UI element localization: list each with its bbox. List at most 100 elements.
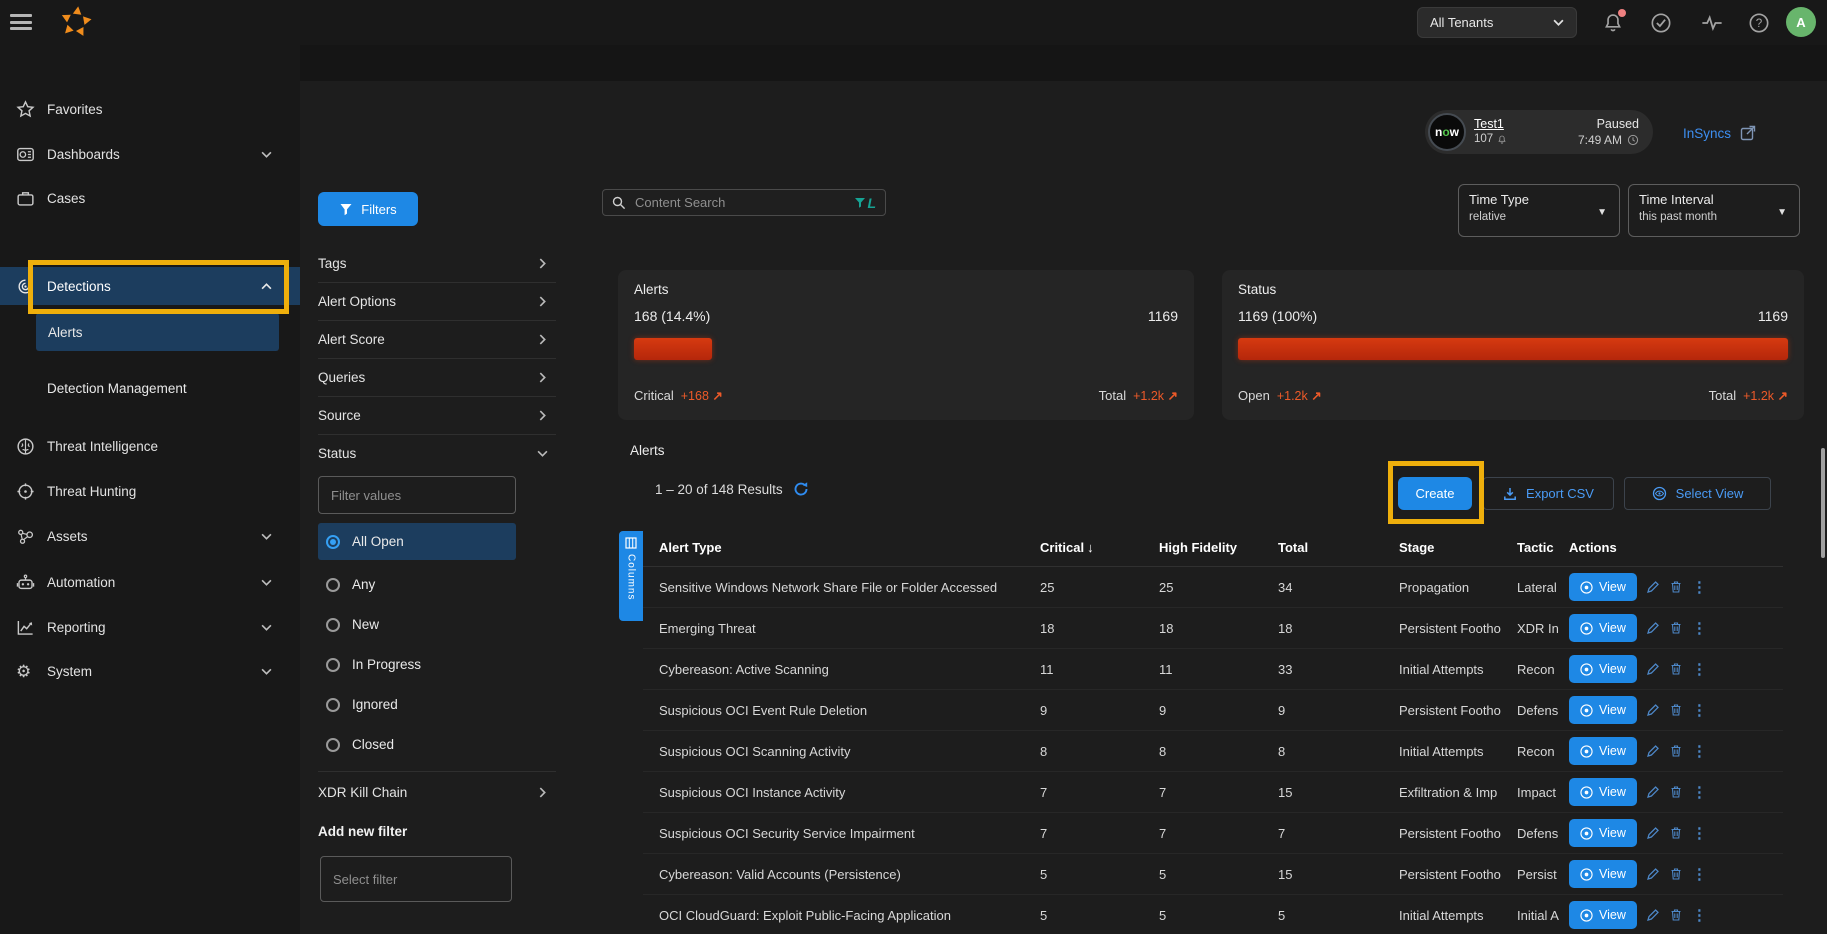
more-actions-icon[interactable]: ⋮ — [1691, 743, 1707, 760]
sidebar-item-dashboards[interactable]: Dashboards — [0, 141, 300, 167]
more-actions-icon[interactable]: ⋮ — [1691, 866, 1707, 883]
help-icon[interactable]: ? — [1748, 12, 1770, 34]
status-option-closed[interactable]: Closed — [318, 726, 516, 763]
export-csv-button[interactable]: Export CSV — [1483, 477, 1614, 510]
col-header-critical[interactable]: Critical ↓ — [1040, 540, 1094, 555]
sidebar-item-favorites[interactable]: Favorites — [0, 96, 300, 122]
tasks-check-icon[interactable] — [1650, 12, 1672, 34]
table-row[interactable]: Suspicious OCI Instance Activity 7 7 15 … — [643, 772, 1783, 813]
time-interval-dropdown[interactable]: Time Interval this past month ▼ — [1628, 184, 1800, 237]
table-row[interactable]: Suspicious OCI Scanning Activity 8 8 8 I… — [643, 731, 1783, 772]
status-option-in-progress[interactable]: In Progress — [318, 646, 516, 683]
sidebar-item-threat-hunting[interactable]: Threat Hunting — [0, 478, 300, 504]
table-row[interactable]: Sensitive Windows Network Share File or … — [643, 567, 1783, 608]
delete-trash-icon[interactable] — [1669, 621, 1683, 635]
system-health-pulse-icon[interactable] — [1700, 12, 1722, 34]
edit-pencil-icon[interactable] — [1646, 867, 1660, 881]
col-header-total[interactable]: Total — [1278, 540, 1309, 555]
delete-trash-icon[interactable] — [1669, 908, 1683, 922]
delete-trash-icon[interactable] — [1669, 662, 1683, 676]
view-button[interactable]: View — [1569, 901, 1637, 929]
view-button[interactable]: View — [1569, 614, 1637, 642]
edit-pencil-icon[interactable] — [1646, 703, 1660, 717]
delete-trash-icon[interactable] — [1669, 580, 1683, 594]
filter-group-alert-score[interactable]: Alert Score — [318, 320, 556, 359]
edit-pencil-icon[interactable] — [1646, 908, 1660, 922]
sidebar-item-system[interactable]: ⚙ System — [0, 658, 300, 684]
sidebar-item-threat-intelligence[interactable]: Threat Intelligence — [0, 433, 300, 459]
sidebar-item-detections[interactable]: Detections — [0, 267, 300, 305]
table-row[interactable]: Suspicious OCI Security Service Impairme… — [643, 813, 1783, 854]
edit-pencil-icon[interactable] — [1646, 785, 1660, 799]
select-view-button[interactable]: Select View — [1624, 477, 1771, 510]
more-actions-icon[interactable]: ⋮ — [1691, 784, 1707, 801]
filter-values-input[interactable] — [318, 476, 516, 514]
col-header-alert-type[interactable]: Alert Type — [659, 540, 722, 555]
filter-group-alert-options[interactable]: Alert Options — [318, 282, 556, 321]
col-header-stage[interactable]: Stage — [1399, 540, 1435, 555]
edit-pencil-icon[interactable] — [1646, 662, 1660, 676]
more-actions-icon[interactable]: ⋮ — [1691, 579, 1707, 596]
view-button[interactable]: View — [1569, 778, 1637, 806]
table-row[interactable]: Suspicious OCI Event Rule Deletion 9 9 9… — [643, 690, 1783, 731]
sidebar-item-reporting[interactable]: Reporting — [0, 614, 300, 640]
status-option-ignored[interactable]: Ignored — [318, 686, 516, 723]
filters-button[interactable]: Filters — [318, 192, 418, 226]
edit-pencil-icon[interactable] — [1646, 621, 1660, 635]
columns-tab[interactable]: Columns — [619, 531, 643, 621]
col-header-tactic[interactable]: Tactic — [1517, 540, 1554, 555]
content-search[interactable]: L — [602, 189, 886, 216]
create-button[interactable]: Create — [1398, 477, 1472, 510]
view-button[interactable]: View — [1569, 737, 1637, 765]
edit-pencil-icon[interactable] — [1646, 580, 1660, 594]
sidebar-item-cases[interactable]: Cases — [0, 185, 300, 211]
select-filter-input[interactable] — [320, 856, 512, 902]
content-search-input[interactable] — [633, 194, 848, 211]
more-actions-icon[interactable]: ⋮ — [1691, 825, 1707, 842]
filter-group-xdr-kill-chain[interactable]: XDR Kill Chain — [318, 773, 556, 811]
delete-trash-icon[interactable] — [1669, 744, 1683, 758]
more-actions-icon[interactable]: ⋮ — [1691, 661, 1707, 678]
table-row[interactable]: Cybereason: Valid Accounts (Persistence)… — [643, 854, 1783, 895]
delete-trash-icon[interactable] — [1669, 785, 1683, 799]
brand-logo-icon[interactable] — [57, 4, 95, 40]
delete-trash-icon[interactable] — [1669, 703, 1683, 717]
view-button[interactable]: View — [1569, 860, 1637, 888]
time-type-dropdown[interactable]: Time Type relative ▼ — [1458, 184, 1620, 237]
user-avatar[interactable]: A — [1786, 7, 1816, 37]
edit-pencil-icon[interactable] — [1646, 826, 1660, 840]
filter-group-tags[interactable]: Tags — [318, 244, 556, 283]
sensor-name-link[interactable]: Test1 — [1474, 117, 1504, 131]
more-actions-icon[interactable]: ⋮ — [1691, 907, 1707, 924]
notifications-bell-icon[interactable] — [1602, 9, 1626, 34]
col-header-high-fidelity[interactable]: High Fidelity — [1159, 540, 1237, 555]
scrollbar-thumb[interactable] — [1821, 448, 1825, 558]
delete-trash-icon[interactable] — [1669, 826, 1683, 840]
table-row[interactable]: Emerging Threat 18 18 18 Persistent Foot… — [643, 608, 1783, 649]
more-actions-icon[interactable]: ⋮ — [1691, 702, 1707, 719]
view-button[interactable]: View — [1569, 696, 1637, 724]
lucene-filter-icon[interactable]: L — [854, 195, 876, 211]
table-row[interactable]: OCI CloudGuard: Exploit Public-Facing Ap… — [643, 895, 1783, 934]
sidebar-subitem-alerts[interactable]: Alerts — [36, 313, 279, 351]
filter-group-source[interactable]: Source — [318, 396, 556, 435]
view-button[interactable]: View — [1569, 573, 1637, 601]
filter-group-queries[interactable]: Queries — [318, 358, 556, 397]
sidebar-subitem-detection-management[interactable]: Detection Management — [0, 375, 300, 401]
edit-pencil-icon[interactable] — [1646, 744, 1660, 758]
delete-trash-icon[interactable] — [1669, 867, 1683, 881]
status-option-all-open[interactable]: All Open — [318, 523, 516, 560]
table-row[interactable]: Cybereason: Active Scanning 11 11 33 Ini… — [643, 649, 1783, 690]
sidebar-item-assets[interactable]: Assets — [0, 523, 300, 549]
tenant-selector[interactable]: All Tenants — [1417, 7, 1577, 38]
status-option-any[interactable]: Any — [318, 566, 516, 603]
status-option-new[interactable]: New — [318, 606, 516, 643]
sidebar-item-automation[interactable]: Automation — [0, 569, 300, 595]
insyncs-link[interactable]: InSyncs — [1683, 125, 1756, 141]
view-button[interactable]: View — [1569, 655, 1637, 683]
more-actions-icon[interactable]: ⋮ — [1691, 620, 1707, 637]
view-button[interactable]: View — [1569, 819, 1637, 847]
filter-group-status[interactable]: Status — [318, 434, 556, 472]
refresh-icon[interactable] — [793, 481, 809, 497]
